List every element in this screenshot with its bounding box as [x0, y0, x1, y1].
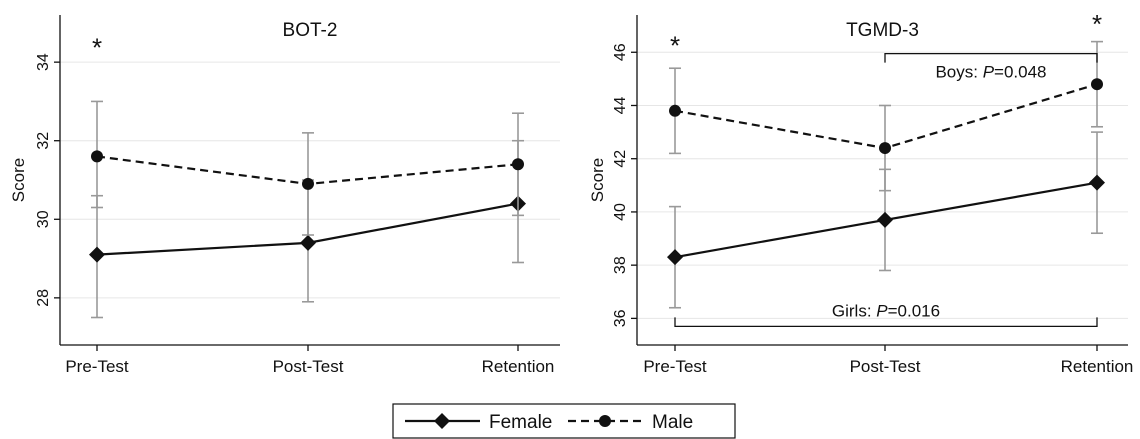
y-tick-label: 38 [612, 256, 629, 274]
legend-item-female: Female [405, 412, 552, 433]
y-tick-label: 28 [35, 289, 52, 307]
data-point [1089, 174, 1105, 191]
y-axis-label: Score [9, 158, 28, 202]
data-point [879, 142, 891, 155]
legend-label: Male [652, 412, 693, 433]
x-tick-label: Retention [1061, 357, 1134, 376]
bracket-label: Girls: P=0.016 [832, 301, 940, 320]
data-point [91, 150, 103, 163]
series-line [674, 83, 1098, 150]
series-female [667, 131, 1105, 309]
y-tick-label: 40 [612, 203, 629, 221]
data-point [512, 158, 524, 171]
legend-label: Female [489, 412, 552, 433]
chart-panel-2: 36 38 40 42 44 46 Pre-Test Post-Test Retention TG… [588, 9, 1133, 376]
y-axis-label: Score [588, 158, 607, 202]
y-tick-label: 32 [35, 132, 52, 150]
x-tick-label: Retention [482, 357, 555, 376]
legend-marker [599, 415, 611, 427]
legend: Female Male [392, 403, 736, 439]
data-point [1091, 78, 1103, 91]
x-tick-label: Post-Test [850, 357, 921, 376]
data-point [89, 246, 105, 263]
data-point [669, 104, 681, 117]
legend-marker [434, 413, 450, 429]
y-tick-label: 46 [612, 43, 629, 61]
significance-marker: * [670, 30, 680, 60]
data-point [300, 234, 316, 251]
bracket-label: Boys: P=0.048 [935, 63, 1046, 82]
chart-title: BOT-2 [283, 20, 338, 41]
significance-bracket [674, 317, 1098, 328]
chart-panel-1: 28 30 32 34 Pre-Test Post-Test Retention BOT-2 S… [9, 15, 560, 376]
y-tick-label: 36 [612, 309, 629, 327]
data-point [667, 249, 683, 266]
chart-title: TGMD-3 [846, 20, 919, 41]
y-tick-label: 44 [612, 96, 629, 114]
data-point [302, 177, 314, 190]
significance-marker: * [92, 32, 102, 62]
y-tick-label: 42 [612, 150, 629, 168]
significance-marker: * [1092, 9, 1102, 39]
significance-bracket [884, 52, 1098, 63]
y-tick-label: 30 [35, 210, 52, 228]
legend-item-male: Male [568, 412, 693, 433]
x-tick-label: Pre-Test [65, 357, 129, 376]
x-tick-label: Pre-Test [643, 357, 707, 376]
data-point [877, 211, 893, 228]
series-male [91, 100, 524, 236]
y-tick-label: 34 [35, 53, 52, 71]
x-tick-label: Post-Test [273, 357, 344, 376]
